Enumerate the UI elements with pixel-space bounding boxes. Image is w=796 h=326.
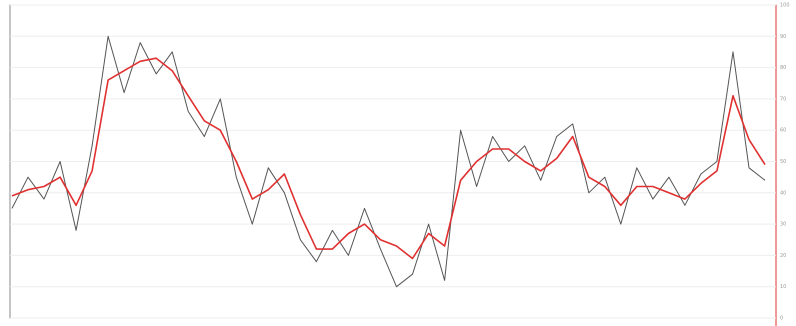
- y-tick-label: 90: [780, 34, 786, 40]
- y-tick-label: 50: [780, 159, 786, 165]
- y-tick-label: 80: [780, 65, 786, 71]
- series-line: [11, 35, 766, 288]
- y-tick-label: 20: [780, 253, 786, 259]
- y-tick-label: 30: [780, 222, 786, 228]
- y-tick-label: 60: [780, 128, 786, 134]
- y-tick-label: 10: [780, 284, 786, 290]
- y-tick-label: 0: [780, 316, 783, 322]
- series-line: [11, 57, 766, 260]
- y-tick-label: 70: [780, 96, 786, 102]
- y-tick-label: 100: [780, 3, 790, 9]
- y-tick-label: 40: [780, 190, 786, 196]
